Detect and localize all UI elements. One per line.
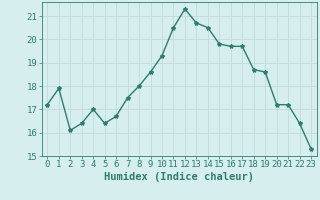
X-axis label: Humidex (Indice chaleur): Humidex (Indice chaleur) [104,172,254,182]
